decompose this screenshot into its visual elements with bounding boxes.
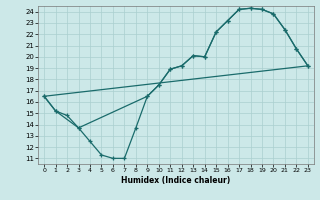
X-axis label: Humidex (Indice chaleur): Humidex (Indice chaleur) <box>121 176 231 185</box>
